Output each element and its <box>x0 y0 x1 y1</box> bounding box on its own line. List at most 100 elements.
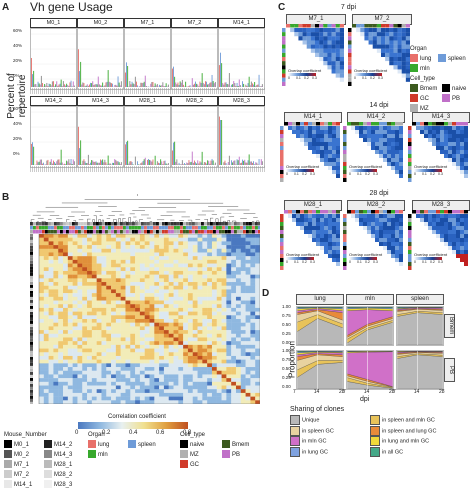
correlation-heatmap <box>30 234 260 404</box>
overlap-tick-M28_3-1: 0.1 <box>422 260 427 264</box>
facet-strip-M28_3: M28_3 <box>218 96 265 106</box>
overlap-tick-M14_3-0: 0 <box>414 172 416 176</box>
d-organ-strip-mln: mln <box>346 294 394 305</box>
d-facet-spleen-Bmem <box>396 306 444 346</box>
legend-c-item-Bmem: Bmem <box>410 84 442 94</box>
mouse-legend-item: M28_1 <box>44 460 84 470</box>
facet-panel-M28_1 <box>124 106 171 168</box>
d-ytick-1-2: 0.50 <box>282 366 291 371</box>
legend-c-item-naive: naive <box>442 84 470 94</box>
overlap-tick-M7_2-0: 0 <box>354 76 356 80</box>
overlap-triangle-M14_3 <box>408 122 468 187</box>
mouse-legend-item: M0_2 <box>4 450 44 460</box>
dpi-label-0: 7 dpi <box>286 4 411 11</box>
overlap-tick-M7_1-1: 0.1 <box>296 76 301 80</box>
overlap-tick-M14_1-1: 0.1 <box>294 172 299 176</box>
sharing-legend-item: in lung and mln GC <box>370 436 465 447</box>
sharing-legend-item: in spleen GC <box>290 426 370 437</box>
celltype-legend-c-title: Cell_type <box>410 74 470 84</box>
colorbar <box>78 422 188 429</box>
d-ytick-1-1: 0.75 <box>282 357 291 362</box>
dendrogram <box>30 194 260 222</box>
d-row-strip-PB: PB <box>444 358 455 382</box>
facet-panel-M14_1 <box>218 28 265 90</box>
overlap-tick-M28_3-2: 0.2 <box>430 260 435 264</box>
panel-a-title: Vh gene Usage <box>30 0 113 14</box>
sharing-legend-item: in spleen and lung GC <box>370 426 465 437</box>
d-ytick-0-2: 0.50 <box>282 322 291 327</box>
x-gene-labels-0 <box>30 88 265 94</box>
d-facet-mln-PB <box>346 350 394 390</box>
legend-item-lung: lung <box>88 440 128 450</box>
sharing-legend-item: in spleen and mln GC <box>370 415 465 426</box>
overlap-tick-M28_1-3: 0.3 <box>310 260 315 264</box>
panel-d-label: D <box>262 288 269 299</box>
overlap-triangle-M14_2 <box>343 122 403 187</box>
d-facet-lung-PB <box>296 350 344 390</box>
facet-strip-M28_2: M28_2 <box>171 96 218 106</box>
overlap-triangle-M14_1 <box>280 122 340 187</box>
colorbar-tick-3: 0.6 <box>156 430 164 436</box>
legend-item-mln: mln <box>88 450 128 460</box>
overlap-tick-M14_3-3: 0.3 <box>438 172 443 176</box>
d-facet-spleen-PB <box>396 350 444 390</box>
legend-item-MZ: MZ <box>180 450 222 460</box>
overlap-tick-M14_1-3: 0.3 <box>310 172 315 176</box>
facet-panel-M0_2 <box>77 28 124 90</box>
overlap-tick-M28_1-0: 0 <box>286 260 288 264</box>
colorbar-tick-4: 0.8 <box>183 430 191 436</box>
d-ytick-1-3: 0.25 <box>282 375 291 380</box>
overlap-tick-M7_1-0: 0 <box>288 76 290 80</box>
legend-c-item-GC: GC <box>410 94 442 104</box>
facet-strip-M7_1: M7_1 <box>124 18 171 28</box>
overlap-tick-M28_2-2: 0.2 <box>365 260 370 264</box>
ytick-a-1-0: 60% <box>13 106 22 111</box>
colorbar-tick-0: 0 <box>75 430 78 436</box>
celltype-legend-title: Cell_type <box>180 430 262 440</box>
legend-c-item-lung: lung <box>410 54 438 64</box>
legend-c-item-PB: PB <box>442 94 470 104</box>
legend-item-naive: naive <box>180 440 222 450</box>
overlap-tick-M7_1-3: 0.3 <box>312 76 317 80</box>
panel-d-xlabel: dpi <box>360 396 369 403</box>
overlap-tick-M14_2-1: 0.1 <box>357 172 362 176</box>
mouse-legend-item: M7_1 <box>4 460 44 470</box>
facet-strip-M7_2: M7_2 <box>171 18 218 28</box>
facet-strip-M28_1: M28_1 <box>124 96 171 106</box>
overlap-tick-M7_1-2: 0.2 <box>304 76 309 80</box>
facet-strip-M14_2: M14_2 <box>30 96 77 106</box>
d-ytick-0-3: 0.25 <box>282 331 291 336</box>
d-row-strip-Bmem: Bmem <box>444 314 455 338</box>
sharing-legend-item: in mln GC <box>290 436 370 447</box>
sharing-legend-item: in lung GC <box>290 447 370 458</box>
d-facet-mln-Bmem <box>346 306 394 346</box>
d-ytick-0-4: 0.00 <box>282 340 291 345</box>
d-ytick-0-0: 1.00 <box>282 304 291 309</box>
legend-item-GC: GC <box>180 460 222 470</box>
facet-strip-M14_1: M14_1 <box>218 18 265 28</box>
overlap-triangle-M7_1 <box>282 24 344 91</box>
ytick-a-1-1: 40% <box>13 121 22 126</box>
mouse-legend-item: M14_2 <box>44 440 84 450</box>
mouse-legend-item: M28_2 <box>44 470 84 480</box>
annotation-bars <box>30 222 260 234</box>
overlap-tick-M7_2-1: 0.1 <box>362 76 367 80</box>
overlap-tick-M14_3-2: 0.2 <box>430 172 435 176</box>
d-ytick-1-4: 0.00 <box>282 384 291 389</box>
legend-c-item-spleen: spleen <box>438 54 470 64</box>
legend-item-PB: PB <box>222 450 262 460</box>
overlap-tick-M7_2-3: 0.3 <box>378 76 383 80</box>
colorbar-tick-1: 0.2 <box>102 430 110 436</box>
panel-a-ylabel: Percent of repertoire <box>6 51 28 141</box>
facet-panel-M0_1 <box>30 28 77 90</box>
d-organ-strip-spleen: spleen <box>396 294 444 305</box>
ytick-a-0-2: 20% <box>13 58 22 63</box>
d-organ-strip-lung: lung <box>296 294 344 305</box>
facet-panel-M7_2 <box>171 28 218 90</box>
mouse-legend-item: M7_2 <box>4 470 44 480</box>
sharing-legend-title: Sharing of clones <box>290 405 465 415</box>
